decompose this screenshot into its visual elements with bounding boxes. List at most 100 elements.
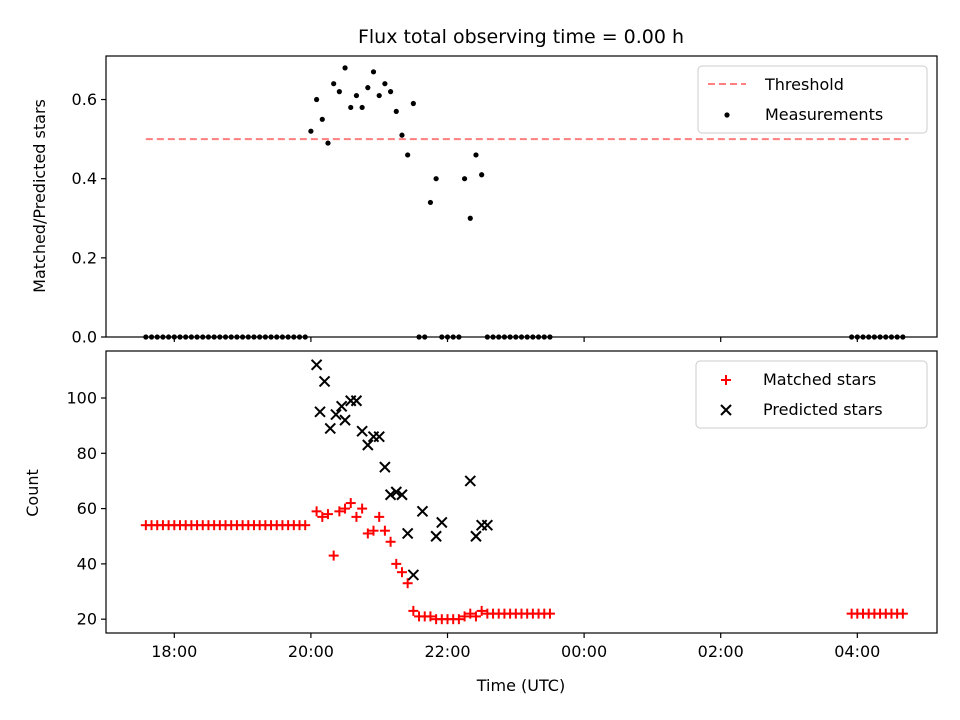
measurement-point [194,334,200,340]
measurement-point [456,334,462,340]
top-legend-box [697,65,928,134]
measurement-point [382,81,388,87]
measurement-point [473,152,479,158]
predicted-star-point-b [407,569,420,581]
measurement-point [251,334,257,340]
measurement-point [285,334,291,340]
predicted-star-point-b [362,439,374,451]
bottom-x-tick-label: 18:00 [151,642,197,661]
measurement-point [894,334,900,340]
measurement-point [467,215,473,221]
predicted-star-point-b [350,395,363,407]
predicted-star-point-b [396,489,408,501]
predicted-star-point [401,527,414,540]
bottom-y-tick-label: 60 [77,499,97,518]
matched-star-point [322,509,333,520]
matched-star-point [351,511,362,522]
bottom-x-tick-label: 04:00 [834,642,880,661]
x-axis-label: Time (UTC) [476,676,565,695]
top-y-tick-label: 0.4 [72,169,97,188]
bottom-x-tick-label: 20:00 [288,642,334,661]
predicted-star-point-b [335,400,348,413]
predicted-star-point-b [416,505,429,518]
measurement-point [450,334,456,340]
measurement-point [877,334,883,340]
matched-star-point [374,511,385,522]
predicted-star-point [416,505,429,518]
measurement-point [399,132,405,138]
matched-star-point [459,611,470,622]
predicted-star-point-b [464,475,476,487]
predicted-star-point [390,486,402,498]
predicted-star-point-b [430,530,442,542]
measurement-point [262,334,268,340]
measurement-point [405,152,411,158]
matched-star-point [465,608,476,619]
measurement-point [154,334,160,340]
measurement-point [160,334,166,340]
measurement-point [393,108,399,115]
measurement-point [205,334,212,340]
measurement-point [143,334,149,340]
legend-predicted-swatch [720,404,732,416]
top-y-tick-label: 0.6 [72,90,97,109]
predicted-star-point-b [330,408,342,421]
predicted-star-point [373,430,385,443]
chart-title: Flux total observing time = 0.00 h [358,26,684,48]
matched-star-point [476,605,487,616]
measurement-point [183,334,189,340]
measurement-point [370,69,377,75]
bottom-legend-box [695,360,928,429]
measurement-point [427,199,434,206]
measurement-point [188,334,194,340]
bottom-legend: Matched stars Predicted stars [695,360,928,429]
predicted-star-point [430,530,442,542]
measurement-point [245,334,251,340]
measurement-point [860,334,866,340]
matched-star-point [544,608,555,619]
measurement-point [484,334,490,340]
measurement-point [479,172,485,178]
matched-star-point [317,511,328,522]
bottom-x-tick-label: 00:00 [561,642,607,661]
measurement-point [422,334,428,340]
predicted-star-point [330,408,342,421]
top-y-axis-label: Matched/Predicted stars [30,99,49,293]
predicted-star-point [407,569,420,581]
measurement-point [234,334,240,340]
measurement-point [849,334,855,340]
bottom-y-tick-label: 100 [66,389,97,408]
predicted-star-point-b [339,414,351,426]
legend-measurements-label: Measurements [765,105,883,124]
predicted-star-point [318,375,331,388]
predicted-star-point [470,530,482,542]
measurement-point [541,334,547,340]
measurement-point [376,92,382,99]
measurement-point [410,100,416,107]
measurement-point [222,334,229,340]
bottom-x-tick-label: 02:00 [698,642,744,661]
predicted-star-point [464,475,476,487]
matched-star-point [453,614,464,625]
matched-star-point [391,558,402,569]
matched-star-point [408,605,419,616]
measurement-point [177,334,183,340]
matched-star-point [345,498,356,509]
measurement-point [501,334,508,340]
predicted-star-point [384,489,397,501]
predicted-star-point [379,461,391,473]
measurement-point [359,104,365,111]
top-y-tick-label: 0.0 [72,328,97,347]
matched-star-point [425,611,436,622]
measurement-point [331,81,337,87]
measurement-point [507,334,513,340]
predicted-star-point-b [310,359,323,371]
matched-star-point [328,550,339,561]
measurement-point [148,334,155,340]
predicted-star-point-b [314,406,326,418]
measurement-point [342,65,348,71]
predicted-star-point-b [401,527,414,540]
measurement-point [268,334,274,340]
measurement-point [387,89,394,95]
